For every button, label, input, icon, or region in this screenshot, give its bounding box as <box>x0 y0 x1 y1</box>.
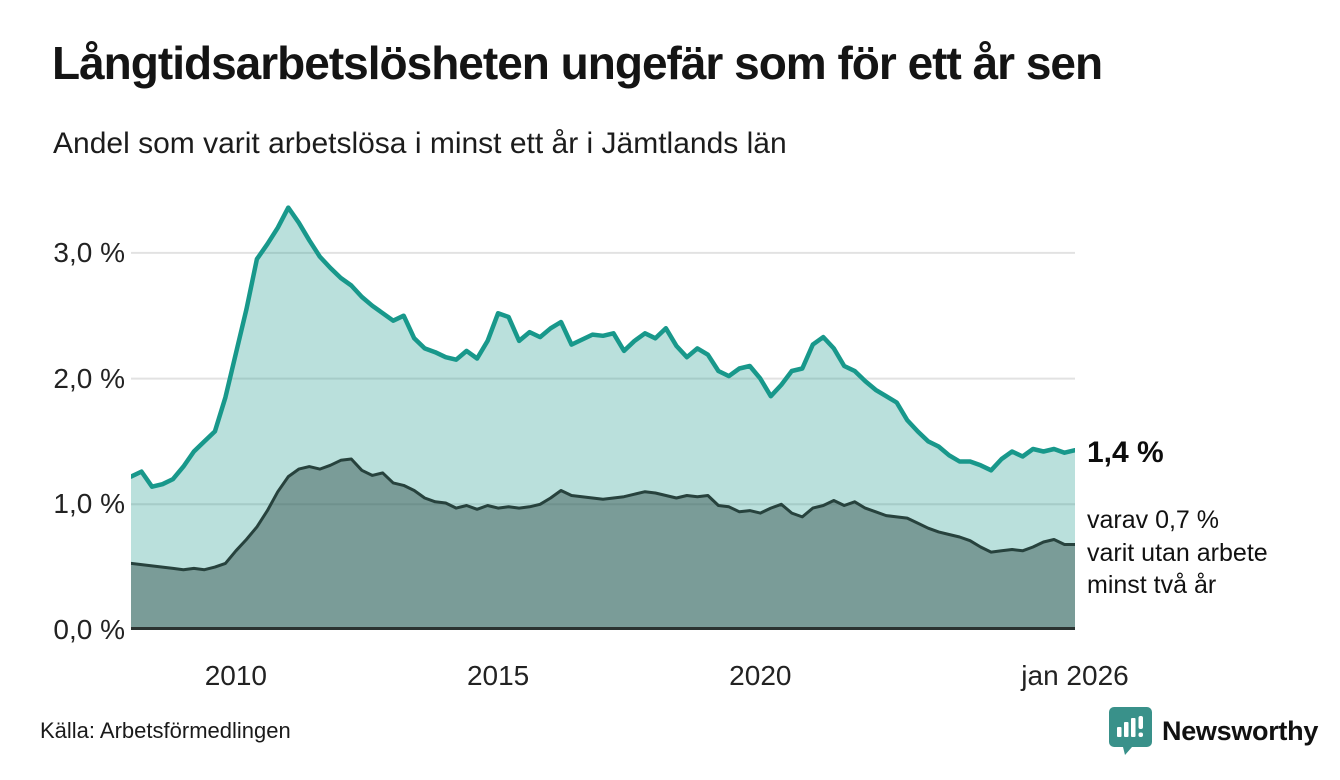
x-tick-label-jan 2026: jan 2026 <box>1021 660 1129 691</box>
series-line-minst-ett-ar <box>131 205 1075 489</box>
area-chart <box>131 205 1075 630</box>
secondary-note-line: varit utan arbete <box>1087 538 1268 567</box>
y-tick-label-2,0 %: 2,0 % <box>53 362 125 394</box>
y-tick-label-0,0 %: 0,0 % <box>53 614 125 645</box>
secondary-note-line: varav 0,7 % <box>1087 506 1220 534</box>
x-tick-label-2010: 2010 <box>204 660 268 691</box>
series-line-minst-tva-ar <box>131 457 1075 572</box>
end-value-label: 1,4 % <box>1087 436 1164 469</box>
newsworthy-logo-text: Newsworthy <box>1162 715 1319 746</box>
x-tick-label-2015: 2015 <box>466 660 530 691</box>
secondary-note: varav 0,7 % varit utan arbete minst två år <box>1087 504 1317 602</box>
newsworthy-logo: Newsworthy <box>1108 706 1318 756</box>
series-area-minst-tva-ar <box>131 459 1075 630</box>
newsworthy-badge-icon <box>1109 707 1152 755</box>
source-credit: Källa: Arbetsförmedlingen <box>40 718 291 743</box>
page-title: Långtidsarbetslösheten ungefär som för e… <box>52 37 1103 89</box>
y-tick-label-1,0 %: 1,0 % <box>53 488 125 520</box>
secondary-note-line: minst två år <box>1087 571 1217 599</box>
x-tick-label-2020: 2020 <box>729 660 792 691</box>
series-area-minst-ett-ar <box>131 207 1075 630</box>
y-tick-label-3,0 %: 3,0 % <box>53 236 125 268</box>
chart-subtitle: Andel som varit arbetslösa i minst ett å… <box>53 127 787 160</box>
